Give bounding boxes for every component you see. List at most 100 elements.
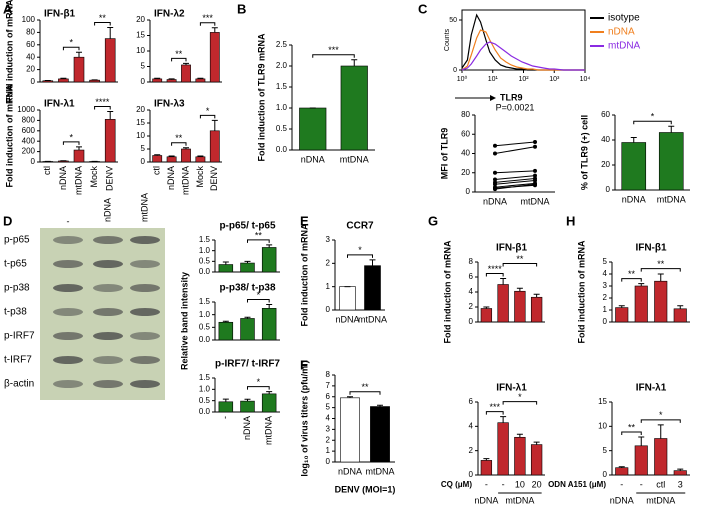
bar (240, 400, 255, 413)
chart-title: p-p65/ t-p65 (219, 221, 276, 232)
y-tick-label: 0 (326, 305, 331, 314)
y-tick-label: 40 (461, 149, 470, 158)
pair-point (493, 182, 497, 187)
bar (89, 79, 100, 83)
blot-band (130, 380, 160, 388)
significance-bracket (502, 263, 538, 267)
bar (658, 132, 684, 191)
bar (673, 470, 687, 476)
bar (261, 308, 277, 341)
error-bar (183, 147, 189, 149)
blot-band (53, 356, 83, 364)
significance-bracket (247, 239, 270, 243)
plot-frame (461, 9, 586, 71)
y-tick-label: 15 (598, 397, 607, 406)
blot-column-label: nDNA (102, 198, 112, 222)
y-tick-label: 1.5 (199, 297, 211, 306)
significance-label: ** (361, 382, 369, 392)
significance-bracket (199, 114, 216, 119)
y-tick-label: 2 (326, 435, 331, 444)
category-row-label: CQ (μM) (441, 480, 472, 489)
y-tick-label: 0 (141, 77, 146, 86)
y-tick-label: 20 (461, 168, 470, 177)
bar (218, 264, 234, 273)
error-bar (76, 146, 82, 151)
y-tick-label: 50 (449, 17, 457, 24)
x-tick-label: mtDNA (340, 154, 369, 164)
significance-bracket (62, 46, 80, 51)
blot-band (53, 284, 83, 292)
bar (654, 280, 668, 323)
error-bar (76, 51, 82, 58)
significance-label: * (257, 290, 261, 300)
y-tick-label: 1.5 (276, 82, 288, 91)
error-bar (154, 77, 161, 79)
significance-bracket (502, 401, 538, 405)
bar (104, 38, 116, 83)
y-tick-label: 20 (136, 105, 145, 114)
blot-band (53, 236, 83, 244)
bar (218, 401, 234, 413)
significance-bracket (171, 57, 187, 62)
y-tick-label: 1.5 (199, 373, 211, 382)
y-tick-label: 2.5 (276, 40, 288, 49)
significance-label: ** (99, 13, 107, 23)
y-tick-label: 60 (461, 129, 470, 138)
chart-title: IFN-λ1 (636, 383, 667, 394)
significance-bracket (312, 54, 355, 58)
x-tick-label: - (502, 479, 505, 489)
x-tick-label: 10 (515, 479, 525, 489)
significance-bracket (640, 268, 681, 272)
y-tick-label: 10 (136, 131, 145, 140)
panel-letter: F (300, 357, 308, 372)
panel-letter: B (237, 1, 246, 16)
x-tick-label: mtDNA (358, 314, 387, 324)
y-tick-label: 0 (31, 77, 36, 86)
bar (73, 149, 85, 163)
y-tick-label: 0 (469, 470, 474, 479)
blot-row-label: t-p38 (4, 307, 27, 318)
y-axis-label: Fold induction of mRNA (4, 0, 14, 102)
error-bar (347, 396, 353, 398)
y-axis-label: Fold induction of mRNA (4, 84, 14, 187)
error-bar (60, 77, 67, 79)
error-bar (266, 244, 273, 248)
group-label: mtDNA (505, 495, 534, 505)
y-tick-label: 20 (26, 65, 35, 74)
x-tick-label: - (640, 479, 643, 489)
y-tick-label: 4 (326, 414, 331, 423)
significance-label: * (651, 112, 655, 122)
y-tick-label: 0 (31, 157, 36, 166)
blot-band (93, 284, 123, 292)
y-tick-label: 200 (22, 147, 36, 156)
bar (152, 78, 163, 83)
pair-point (493, 143, 497, 148)
y-tick-label: 0.5 (199, 396, 211, 405)
bar (261, 393, 277, 413)
x-tick-label: mtDNA (657, 194, 686, 204)
significance-label: ** (657, 259, 665, 269)
pair-line (494, 179, 536, 185)
significance-bracket (485, 273, 504, 277)
x-tick-label: Mock (89, 166, 99, 188)
x-tick-label: mtDNA (73, 166, 83, 195)
bar (497, 422, 509, 476)
blot-column-label: mtDNA (139, 193, 149, 222)
x-tick-label: 10² (518, 76, 529, 83)
error-bar (107, 111, 114, 120)
y-tick-label: 1 (603, 305, 608, 314)
x-tick-label: mtDNA (264, 416, 274, 445)
error-bar (351, 59, 358, 66)
x-tick-label: - (485, 479, 488, 489)
x-tick-label: ctl (656, 479, 665, 489)
x-tick-label: DENV (209, 166, 219, 191)
y-tick-label: 80 (461, 110, 470, 119)
y-tick-label: 80 (26, 28, 35, 37)
significance-bracket (94, 106, 111, 110)
bar (654, 438, 668, 476)
panel-letter: C (418, 1, 428, 16)
legend-label: mtDNA (608, 41, 641, 52)
blot-row-label: β-actin (4, 379, 34, 390)
blot-row-label: p-IRF7 (4, 331, 35, 342)
